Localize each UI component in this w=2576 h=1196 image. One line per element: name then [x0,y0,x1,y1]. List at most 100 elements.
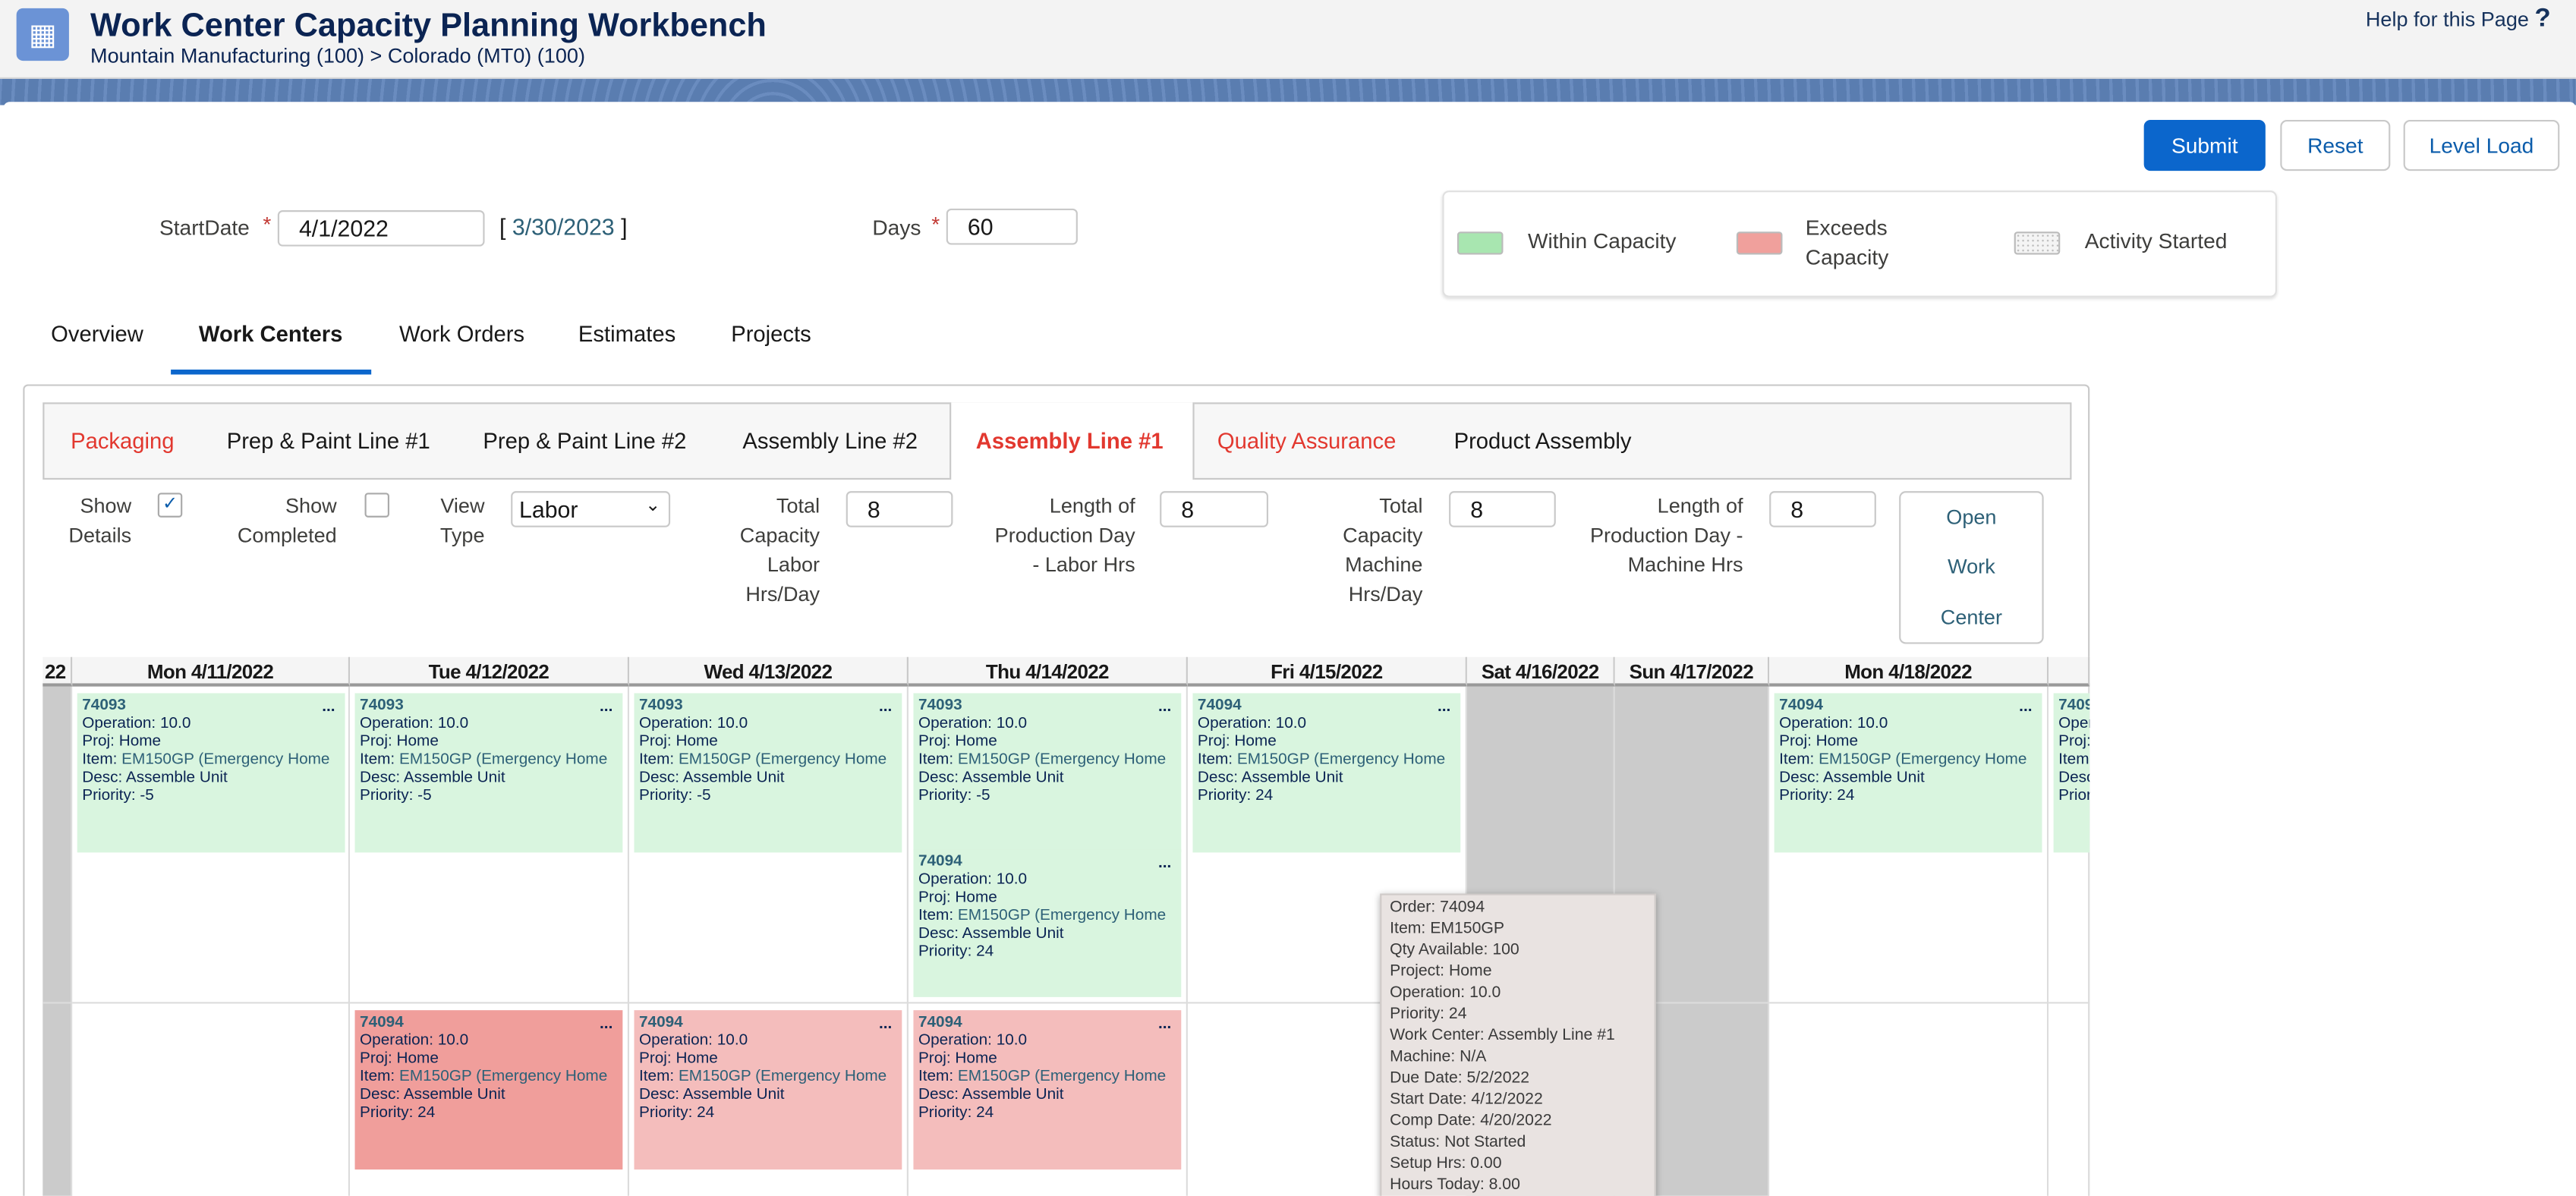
show-completed-label: Show Completed [237,494,337,547]
view-type-value: Labor [518,496,578,523]
work-order-card[interactable]: 74094... Operation: 10.0 Proj: Home Item: E… [913,849,1182,997]
submit-button[interactable]: Submit [2143,120,2266,172]
more-actions-icon[interactable]: ... [879,1015,893,1034]
project-text: Proj: Home [918,732,997,751]
work-order-card[interactable]: 74093... Operation: 10.0 Proj: Home Item: E… [77,693,345,853]
operation-text: Operation: 10.0 [918,714,1028,733]
more-actions-icon[interactable]: ... [322,697,335,716]
reset-button[interactable]: Reset [2280,120,2391,172]
item-line: Item: EM150GP (Emergency Home [1198,751,1456,769]
total-labor-input[interactable]: 8 [846,491,953,527]
priority-text: Priority: -5 [360,786,432,805]
order-number-link[interactable]: 74094 [918,852,962,871]
total-machine-label: Total Capacity Machine Hrs/Day [1343,494,1423,606]
order-number-link[interactable]: 74093 [638,696,683,715]
more-actions-icon[interactable]: ... [1157,697,1172,716]
item-line: Item: EM150GP (Emergency Home [360,1068,618,1086]
item-link[interactable]: EM150GP (Emergency Home [957,1067,1167,1086]
level-load-button[interactable]: Level Load [2403,120,2560,172]
view-type-select[interactable]: Labor ⌄ [511,491,671,527]
work-order-card[interactable]: 74094... Operation: 10.0 Proj: Home Item: E… [1192,693,1461,853]
more-actions-icon[interactable]: ... [600,697,613,716]
order-number-link[interactable]: 74093 [918,696,962,715]
column-header: 22 [43,656,73,687]
tab-overview[interactable]: Overview [51,322,143,347]
operation-text: Operation: 10.0 [1197,714,1307,733]
show-details-checkbox[interactable]: ✓ [157,493,183,518]
more-actions-icon[interactable]: ... [600,1015,613,1034]
item-link[interactable]: EM150GP (Emergency Home [957,751,1167,769]
item-link[interactable]: EM150GP (Emergency Home [678,1067,887,1086]
subtab-prep-paint-1[interactable]: Prep & Paint Line #1 [226,428,430,454]
item-label: Item: [638,1067,679,1086]
more-actions-icon[interactable]: ... [879,697,893,716]
more-actions-icon[interactable]: ... [2019,697,2033,716]
work-order-card[interactable]: 74094... Operation: 10.0 Proj: Home Item: E… [1774,693,2042,853]
order-number-link[interactable]: 74094 [1779,696,1823,715]
subtab-assembly-1[interactable]: Assembly Line #1 [975,428,1164,454]
operation-text: Operation: 10.0 [638,1031,748,1050]
length-machine-input[interactable]: 8 [1769,491,1876,527]
item-link[interactable]: EM150GP (Emergency Home [398,1067,608,1086]
subtab-quality-assurance[interactable]: Quality Assurance [1217,428,1397,454]
item-label: Item: [918,906,958,925]
total-machine-input[interactable]: 8 [1449,491,1556,527]
subtab-prep-paint-2[interactable]: Prep & Paint Line #2 [483,428,687,454]
subtab-packaging[interactable]: Packaging [71,428,175,454]
item-link[interactable]: EM150GP (Emergency Home [1819,751,2027,769]
subtab-product-assembly[interactable]: Product Assembly [1453,428,1632,454]
day-cell [1769,1003,2049,1196]
work-order-card[interactable]: 74094... Operation: 10.0 Proj: Home Item: E… [913,1010,1182,1170]
tab-work-orders[interactable]: Work Orders [398,322,525,347]
order-number-link[interactable]: 74093 [82,696,126,715]
tooltip-line: Hours Today: 8.00 [1390,1176,1520,1194]
tab-work-centers[interactable]: Work Centers [198,322,343,347]
start-date-input[interactable]: 4/1/2022 [277,210,485,247]
order-number-link[interactable]: 74094 [918,1013,962,1032]
more-actions-icon[interactable]: ... [1157,854,1172,873]
operation-text: Operation: 10.0 [360,714,469,733]
help-link[interactable]: Help for this Page ? [2366,5,2551,34]
priority-text: Priority: 24 [360,1103,436,1122]
description-text: Desc: Assemble Unit [638,1085,785,1104]
days-label: Days [872,215,921,241]
item-link[interactable]: EM150GP (Emergency Home [957,906,1167,925]
description-text: Desc: Assemble Unit [918,768,1064,787]
end-date-link[interactable]: 3/30/2023 [512,213,615,241]
help-icon[interactable]: ? [2534,5,2551,33]
order-number-link[interactable]: 74094 [360,1013,404,1032]
order-number-link[interactable]: 74093 [360,696,404,715]
work-order-card[interactable]: 74093... Operation: 10.0 Proj: Home Item: E… [354,693,623,853]
item-link[interactable]: EM150GP (Emergency Home [121,751,330,769]
tooltip-line: Status: Not Started [1390,1133,1526,1152]
order-number-link[interactable]: 74094 [638,1013,683,1032]
item-link[interactable]: EM150GP (Emergency Home [398,751,608,769]
item-label: Item: [360,1067,399,1086]
item-link[interactable]: EM150GP (Emergency Home [1236,751,1446,769]
column-header: Sat 4/16/2022 [1466,656,1615,687]
order-number-link[interactable]: 74094 [1197,696,1242,715]
tab-projects[interactable]: Projects [731,322,811,347]
help-label[interactable]: Help for this Page [2365,8,2529,32]
tab-estimates[interactable]: Estimates [578,322,676,347]
work-order-card[interactable]: 74093... Operation: 10.0 Proj: Home Item: E… [634,693,902,853]
show-completed-checkbox[interactable] [364,493,389,518]
length-labor-input[interactable]: 8 [1160,491,1268,527]
more-actions-icon[interactable]: ... [1437,697,1451,716]
subtab-assembly-2[interactable]: Assembly Line #2 [742,428,918,454]
order-number-link[interactable]: 74094 [2058,696,2089,715]
open-work-center-button[interactable]: Open Work Center [1899,491,2044,644]
work-order-card[interactable]: 74094... Operation: 10.0 Proj: Home Item: E… [354,1010,623,1170]
priority-text: Priority: 24 [1779,786,1855,805]
priority-text: Priority: 24 [1197,786,1274,805]
work-order-card[interactable]: 74093... Operation: 10.0 Proj: Home Item: E… [913,693,1182,853]
map-icon: ▦ [16,8,69,61]
item-link[interactable]: EM150GP (Emergency Home [678,751,887,769]
more-actions-icon[interactable]: ... [1157,1015,1172,1034]
column-header [2049,656,2090,687]
project-text: Proj: Home [918,888,997,907]
column-header: Tue 4/12/2022 [350,656,630,687]
days-input[interactable]: 60 [946,208,1078,245]
work-order-card[interactable]: 74094... Operation: 10.0 Proj: Home Item: E… [634,1010,902,1170]
